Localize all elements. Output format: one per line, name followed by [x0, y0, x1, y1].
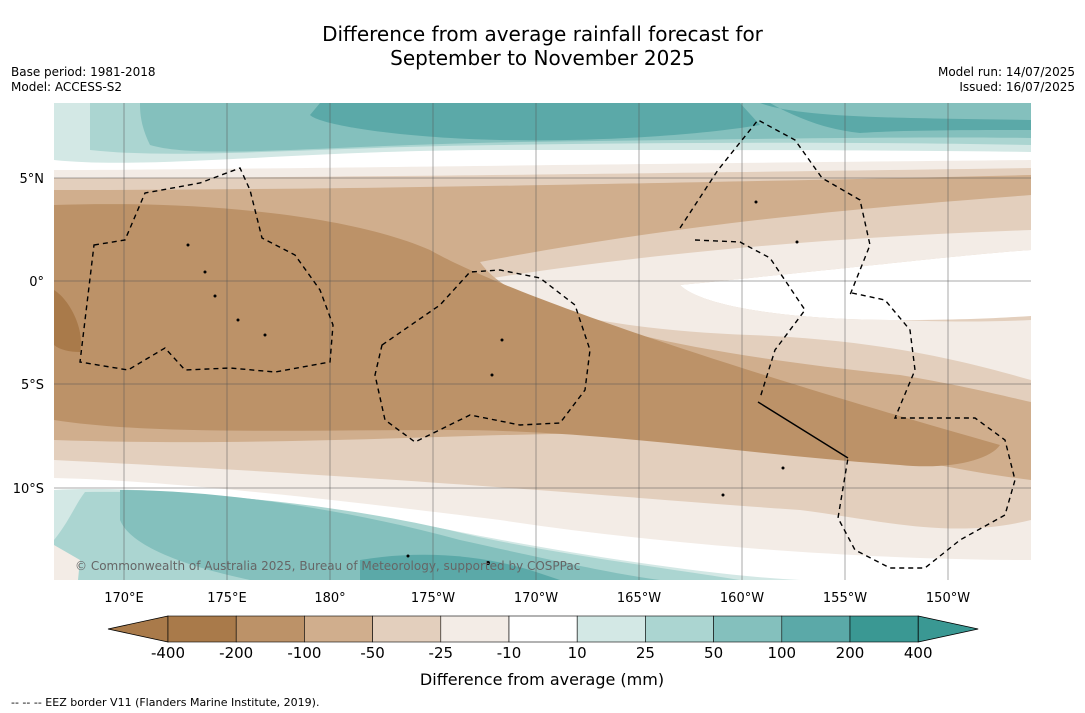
- colorbar-segment: [372, 615, 442, 643]
- colorbar-tick-label: 200: [836, 644, 865, 662]
- colorbar-tick-label: 50: [704, 644, 723, 662]
- colorbar-extension-low: [107, 615, 169, 643]
- colorbar-segment: [713, 615, 783, 643]
- eez-border-solid: [757, 401, 849, 459]
- colorbar-segment: [508, 615, 578, 643]
- meta-right: Model run: 14/07/2025 Issued: 16/07/2025: [938, 65, 1075, 95]
- colorbar-tick-label: -10: [497, 644, 522, 662]
- lat-label: 0°: [29, 275, 44, 290]
- eez-border-north-east: [679, 119, 871, 296]
- eez-border-central: [374, 269, 591, 443]
- colorbar-segment: [167, 615, 237, 643]
- colorbar-tick-label: -25: [429, 644, 454, 662]
- issued-date: Issued: 16/07/2025: [959, 80, 1075, 94]
- rainfall-map: © Commonwealth of Australia 2025, Bureau…: [54, 103, 1031, 580]
- graticule: [54, 103, 1031, 580]
- island-dot: [754, 200, 758, 204]
- colorbar-segment: [235, 615, 305, 643]
- eez-footnote: -- -- -- EEZ border V11 (Flanders Marine…: [11, 696, 320, 709]
- lat-label: 5°N: [20, 172, 45, 187]
- island-dot: [490, 373, 494, 377]
- island-dot: [795, 240, 799, 244]
- island-dot: [486, 561, 490, 565]
- lon-label: 170°E: [104, 591, 144, 606]
- eez-borders: [79, 119, 1016, 569]
- island-dot: [500, 338, 504, 342]
- lat-label: 10°S: [13, 482, 44, 497]
- lon-label: 150°W: [926, 591, 970, 606]
- meta-left: Base period: 1981-2018 Model: ACCESS-S2: [11, 65, 156, 95]
- lon-label: 180°: [314, 591, 345, 606]
- title-line-1: Difference from average rainfall forecas…: [322, 22, 763, 46]
- lon-label: 175°E: [207, 591, 247, 606]
- island-dot: [263, 333, 267, 337]
- dry-band-200: [54, 290, 81, 352]
- colorbar-segment: [576, 615, 646, 643]
- longitude-labels: 170°E 175°E 180° 175°W 170°W 165°W 160°W…: [104, 591, 970, 606]
- colorbar-tick-label: 10: [568, 644, 587, 662]
- wet-pocket-east: [680, 250, 1031, 320]
- south-west-dry: [54, 545, 80, 580]
- colorbar-tick-label: 100: [767, 644, 796, 662]
- pale-pocket-east: [480, 230, 1031, 380]
- eez-border-mid-east: [694, 239, 806, 399]
- colorbar-label: Difference from average (mm): [420, 670, 664, 689]
- model-name: Model: ACCESS-S2: [11, 80, 123, 94]
- island-dot: [781, 466, 785, 470]
- model-run: Model run: 14/07/2025: [937, 65, 1075, 79]
- colorbar-segment: [781, 615, 851, 643]
- north-band-100: [310, 103, 1031, 141]
- island-dot: [213, 294, 217, 298]
- island-dot: [186, 243, 190, 247]
- colorbar: -400 -200 -100 -50 -25 -10 10 25 50 100 200 400: [107, 615, 979, 662]
- colorbar-tick-label: -100: [287, 644, 321, 662]
- lon-label: 175°W: [411, 591, 455, 606]
- lon-label: 165°W: [617, 591, 661, 606]
- eez-border-south-east: [837, 292, 1016, 569]
- base-period: Base period: 1981-2018: [11, 65, 156, 79]
- latitude-labels: 5°N 0° 5°S 10°S: [13, 172, 44, 497]
- colorbar-tick-label: 25: [636, 644, 655, 662]
- eez-border-west: [79, 167, 334, 373]
- colorbar-extension-high: [917, 615, 979, 643]
- islands: [186, 200, 799, 565]
- title-line-2: September to November 2025: [390, 46, 695, 70]
- colorbar-segment: [304, 615, 373, 643]
- colorbar-tick-label: -50: [360, 644, 385, 662]
- south-band-100: [360, 554, 560, 580]
- colorbar-tick-label: -400: [151, 644, 185, 662]
- lon-label: 155°W: [823, 591, 867, 606]
- copyright-notice: © Commonwealth of Australia 2025, Bureau…: [75, 559, 580, 573]
- south-band-50: [120, 490, 660, 580]
- island-dot: [236, 318, 240, 322]
- island-dot: [406, 554, 410, 558]
- colorbar-segment: [645, 615, 714, 643]
- colorbar-segment: [440, 615, 510, 643]
- dry-band-100: [54, 204, 1000, 467]
- lon-label: 170°W: [514, 591, 558, 606]
- lat-label: 5°S: [21, 378, 44, 393]
- lon-label: 160°W: [720, 591, 764, 606]
- island-dot: [203, 270, 207, 274]
- colorbar-tick-label: -200: [219, 644, 253, 662]
- colorbar-segment: [849, 615, 919, 643]
- island-dot: [721, 493, 725, 497]
- map-title: Difference from average rainfall forecas…: [0, 22, 1085, 70]
- colorbar-tick-label: 400: [904, 644, 933, 662]
